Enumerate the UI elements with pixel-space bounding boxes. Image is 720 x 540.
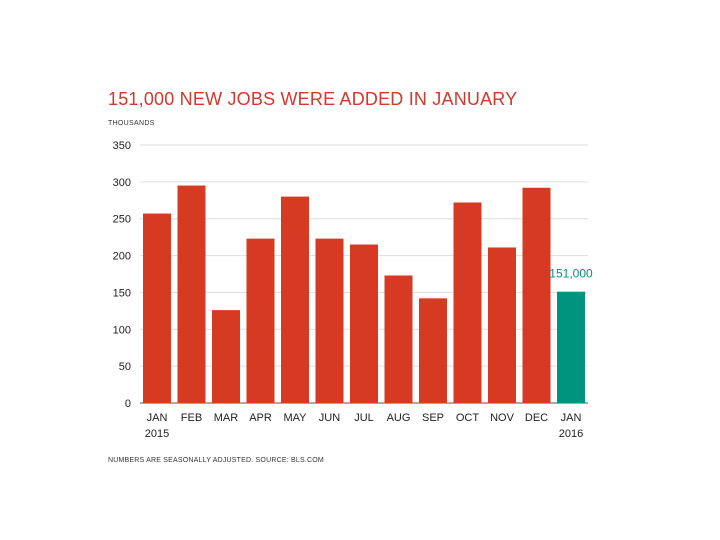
bar xyxy=(419,298,447,403)
y-tick-label: 250 xyxy=(113,214,131,226)
x-tick-label: JAN xyxy=(147,412,168,424)
y-axis-unit-label: THOUSANDS xyxy=(108,120,155,127)
bar xyxy=(246,238,275,403)
x-tick-label: JAN xyxy=(561,412,582,424)
bar xyxy=(143,213,171,403)
source-footnote: NUMBERS ARE SEASONALLY ADJUSTED. SOURCE:… xyxy=(108,457,324,464)
bar xyxy=(488,247,516,403)
x-tick-label: NOV xyxy=(490,412,515,424)
x-tick-label: JUL xyxy=(354,412,374,424)
y-tick-label: 350 xyxy=(113,140,131,152)
x-tick-label: SEP xyxy=(422,412,444,424)
x-tick-sublabel: 2015 xyxy=(145,428,169,440)
y-tick-label: 200 xyxy=(113,251,131,263)
chart-title: 151,000 NEW JOBS WERE ADDED IN JANUARY xyxy=(108,89,518,109)
x-tick-label: MAR xyxy=(214,412,239,424)
y-tick-label: 150 xyxy=(113,287,131,299)
bar xyxy=(557,291,585,403)
x-tick-label: AUG xyxy=(387,412,411,424)
x-tick-sublabel: 2016 xyxy=(559,428,583,440)
bar xyxy=(384,275,413,403)
bar xyxy=(212,310,240,403)
bars xyxy=(143,185,585,403)
x-tick-label: OCT xyxy=(456,412,480,424)
y-tick-label: 300 xyxy=(113,177,131,189)
x-tick-label: FEB xyxy=(181,412,202,424)
x-axis-labels: JAN 2015 FEB MAR APR MAY JUN JUL AUG SEP OCT NOV DEC… xyxy=(145,412,583,440)
y-tick-label: 0 xyxy=(125,398,131,410)
bar xyxy=(177,185,206,403)
x-tick-label: DEC xyxy=(525,412,548,424)
bar xyxy=(453,202,482,403)
bar xyxy=(315,238,344,403)
bar xyxy=(522,187,551,403)
x-tick-label: MAY xyxy=(283,412,307,424)
data-label: 151,000 xyxy=(549,267,593,281)
y-tick-label: 100 xyxy=(113,324,131,336)
annotations: 151,000 xyxy=(549,267,593,281)
x-tick-label: APR xyxy=(249,412,272,424)
x-tick-label: JUN xyxy=(319,412,340,424)
y-tick-label: 50 xyxy=(119,361,131,373)
bar xyxy=(281,196,309,403)
y-axis-ticks: 0 50 100 150 200 250 300 350 xyxy=(113,140,131,410)
bar xyxy=(350,244,378,403)
